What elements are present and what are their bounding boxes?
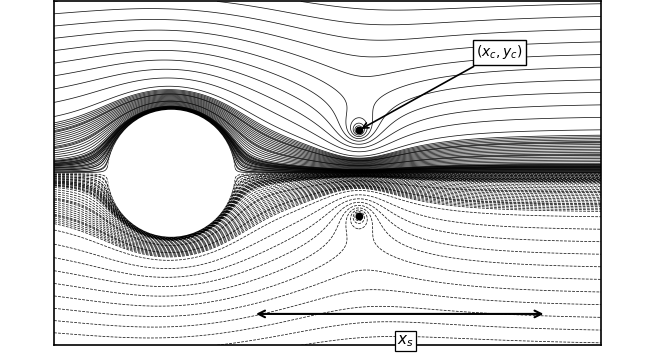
Circle shape	[109, 111, 234, 236]
Text: $x_s$: $x_s$	[398, 334, 414, 349]
Text: $(x_c,y_c)$: $(x_c,y_c)$	[363, 43, 523, 128]
